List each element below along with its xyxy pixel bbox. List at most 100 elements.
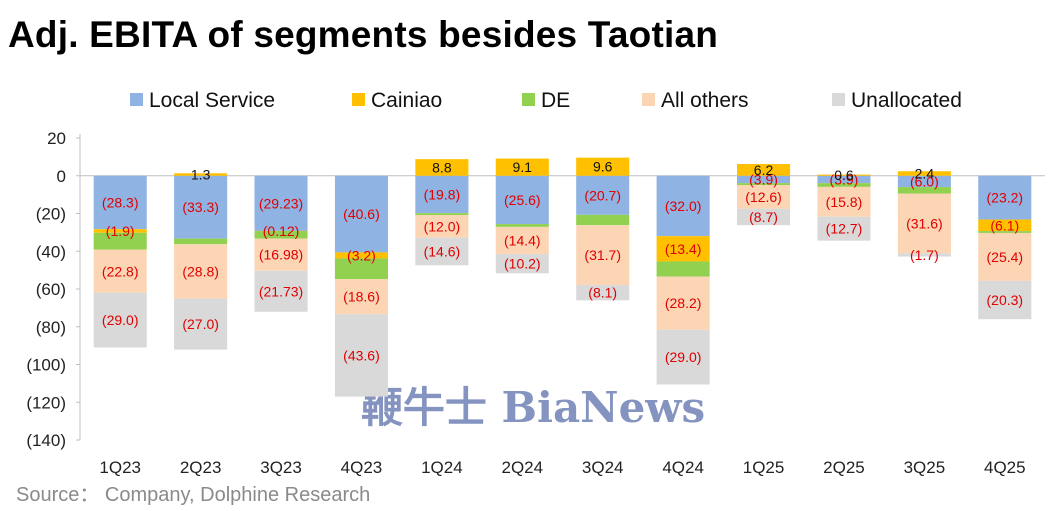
bar-segment bbox=[978, 219, 1032, 232]
data-label: (8.7) bbox=[749, 209, 778, 225]
bar-segment bbox=[334, 258, 388, 280]
bar-segment bbox=[415, 213, 469, 216]
data-label: (40.6) bbox=[343, 206, 380, 222]
legend-label: Cainiao bbox=[371, 89, 442, 112]
data-label: (43.6) bbox=[343, 347, 380, 363]
bar-segment bbox=[174, 175, 228, 239]
bar-segment bbox=[93, 249, 147, 293]
legend-label: Unallocated bbox=[851, 89, 962, 112]
axes: 20 0 (20) (40) (60) (80) (100) (120) (140) 1Q23 2Q… bbox=[26, 129, 1045, 477]
bar-segment bbox=[93, 292, 147, 348]
watermark: 鞭牛士 BiaNews bbox=[361, 383, 705, 432]
data-label: (29.0) bbox=[665, 349, 702, 365]
data-label: (1.9) bbox=[106, 223, 135, 239]
bar-segment bbox=[978, 232, 1032, 281]
bar-segment bbox=[93, 175, 147, 230]
data-label: (22.8) bbox=[102, 263, 139, 279]
data-label: 8.8 bbox=[432, 159, 452, 175]
data-label: (21.73) bbox=[259, 283, 303, 299]
bar-segment bbox=[174, 244, 228, 299]
x-tick-label: 3Q24 bbox=[582, 458, 624, 477]
x-tick-label: 4Q23 bbox=[341, 458, 383, 477]
x-tick-label: 3Q23 bbox=[260, 458, 302, 477]
chart-title: Adj. EBITA of segments besides Taotian bbox=[8, 14, 719, 55]
data-label: (27.0) bbox=[182, 316, 219, 332]
bar-segment bbox=[495, 158, 549, 176]
x-tick-label: 2Q24 bbox=[501, 458, 543, 477]
data-label: 9.1 bbox=[513, 159, 533, 175]
legend-swatch bbox=[832, 93, 845, 106]
bar-segment bbox=[897, 193, 951, 254]
data-label: (28.3) bbox=[102, 194, 139, 210]
bar-segment bbox=[93, 232, 147, 250]
x-tick-label: 2Q23 bbox=[180, 458, 222, 477]
y-tick-label: (20) bbox=[36, 205, 66, 224]
data-label: 1.3 bbox=[191, 167, 211, 183]
bar-segment bbox=[174, 173, 228, 176]
bar-segment bbox=[817, 186, 871, 217]
data-label: (20.7) bbox=[584, 187, 621, 203]
legend-label: Local Service bbox=[149, 89, 275, 112]
bar-segment bbox=[737, 183, 791, 185]
data-label: (12.0) bbox=[424, 218, 461, 234]
data-label: (32.0) bbox=[665, 198, 702, 214]
bar-segment bbox=[737, 184, 791, 209]
data-label: (18.6) bbox=[343, 289, 380, 305]
bar-segment bbox=[576, 175, 630, 215]
bar-segment bbox=[576, 225, 630, 286]
y-tick-label: (140) bbox=[26, 431, 66, 450]
legend-swatch bbox=[130, 93, 143, 106]
bar-segment bbox=[334, 252, 388, 259]
data-label: (23.2) bbox=[987, 190, 1024, 206]
bar-segment bbox=[656, 329, 710, 385]
data-label: 2.4 bbox=[915, 165, 935, 181]
bar-segment bbox=[576, 214, 630, 226]
bar-segment bbox=[656, 261, 710, 277]
bar-segment bbox=[495, 224, 549, 227]
bar-segment bbox=[254, 231, 308, 239]
bar-segment bbox=[978, 280, 1032, 320]
data-label: (10.2) bbox=[504, 256, 541, 272]
bar-segment bbox=[174, 298, 228, 350]
x-tick-label: 1Q25 bbox=[743, 458, 785, 477]
data-label: (28.2) bbox=[665, 295, 702, 311]
data-label: (6.0) bbox=[910, 173, 939, 189]
bar-segment bbox=[254, 175, 308, 231]
bar-segment bbox=[254, 270, 308, 312]
bar-segment bbox=[415, 237, 469, 266]
bar-segment bbox=[737, 208, 791, 226]
data-label: (28.8) bbox=[182, 263, 219, 279]
y-tick-label: (120) bbox=[26, 393, 66, 412]
source-note: Source： Company, Dolphine Research bbox=[16, 484, 371, 506]
data-label: (6.1) bbox=[990, 217, 1019, 233]
legend-swatch bbox=[352, 93, 365, 106]
data-label: (3.9) bbox=[830, 171, 859, 187]
bar-segment bbox=[897, 171, 951, 176]
data-label: (0.12) bbox=[263, 223, 300, 239]
data-labels: (28.3) (1.9) (22.8) (29.0) (33.3) 1.3 (28.8) (2… bbox=[102, 159, 1023, 365]
data-label: (14.4) bbox=[504, 232, 541, 248]
y-tick-label: (100) bbox=[26, 356, 66, 375]
y-tick-label: (40) bbox=[36, 242, 66, 261]
bar-segment bbox=[334, 175, 388, 253]
x-tick-label: 2Q25 bbox=[823, 458, 865, 477]
bar-segment bbox=[576, 157, 630, 176]
bar-segment bbox=[174, 238, 228, 245]
bar-segment bbox=[576, 285, 630, 301]
bar-segment bbox=[817, 175, 871, 184]
data-label: (12.7) bbox=[826, 221, 863, 237]
bar-segment bbox=[737, 164, 791, 176]
bar-segment bbox=[495, 175, 549, 225]
legend-swatch bbox=[522, 93, 535, 106]
x-tick-label: 3Q25 bbox=[904, 458, 946, 477]
legend-label: DE bbox=[541, 89, 570, 112]
bar-segment bbox=[254, 238, 308, 271]
data-label: (31.7) bbox=[584, 247, 621, 263]
data-label: (14.6) bbox=[424, 243, 461, 259]
bar-segment bbox=[656, 236, 710, 262]
y-tick-label: (60) bbox=[36, 280, 66, 299]
data-label: (29.0) bbox=[102, 312, 139, 328]
data-label: (12.6) bbox=[745, 189, 782, 205]
data-label: (19.8) bbox=[424, 186, 461, 202]
bars bbox=[93, 157, 1032, 397]
